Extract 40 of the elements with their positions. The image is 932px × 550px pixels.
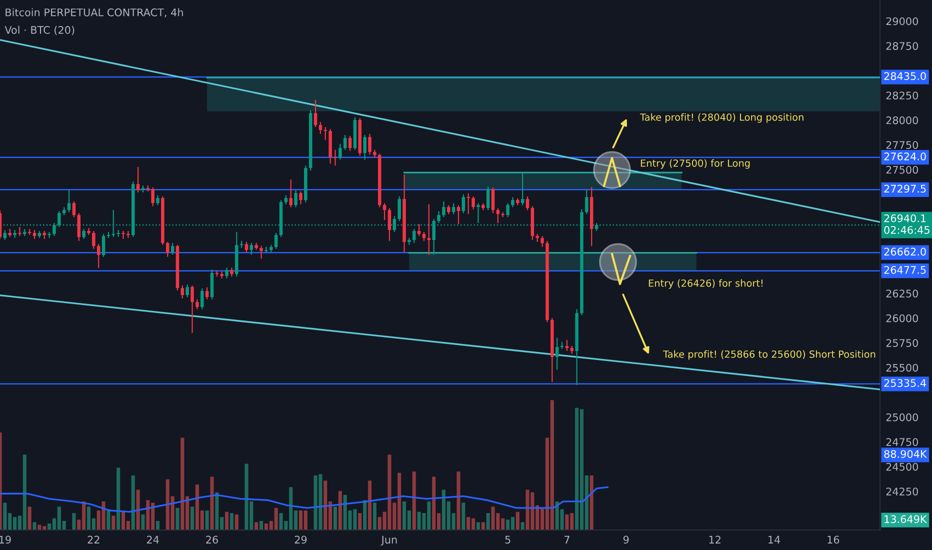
y-tick-label: 25500 (886, 364, 918, 372)
y-tick-label: 26000 (886, 314, 918, 322)
ref-line-label: 26662.0 (884, 248, 926, 256)
y-tick-label: 27500 (886, 166, 918, 174)
x-tick-label: 29 (294, 536, 307, 544)
y-tick-label: 24500 (886, 462, 918, 471)
annotation: Entry (26426) for short! (648, 279, 762, 289)
y-tick-label: 29000 (886, 17, 918, 26)
x-tick-label: 5 (505, 536, 510, 544)
y-tick-label: 24750 (886, 438, 918, 446)
ref-line-label: 26940.1 02:46:45 (884, 214, 930, 234)
y-tick-label: 25000 (886, 413, 918, 422)
y-tick-label: 28000 (886, 116, 918, 124)
x-tick-label: 24 (146, 536, 159, 544)
ref-line-label: 26477.5 (884, 266, 926, 274)
text: 13.649K (884, 515, 928, 524)
annotation: Take profit! (28040) Long position (640, 113, 804, 123)
annotation: Take profit! (25866 to 25600) Short Position (662, 350, 876, 360)
x-tick-label: 26 (206, 536, 218, 544)
y-tick-label: 28250 (886, 92, 918, 100)
ref-line-label: 25335.4 (884, 379, 926, 387)
ref-line-label: 28435.0 (884, 72, 926, 80)
x-tick-label: 22 (88, 536, 100, 544)
x-tick-label: Jun (380, 536, 397, 546)
y-tick-label: 24250 (886, 488, 918, 496)
text: Bitcoin PERPETUAL CONTRACT, 4h (6, 8, 183, 18)
y-tick-label: 25750 (886, 339, 918, 347)
ref-line-label: 27624.0 (884, 152, 926, 160)
y-tick-label: 28750 (886, 42, 918, 50)
x-tick-label: 16 (828, 536, 840, 544)
annotation: Entry (27500) for Long (640, 159, 750, 169)
x-tick-label: 12 (709, 536, 720, 544)
x-tick-label: 9 (623, 536, 629, 544)
text: 88.904K (884, 450, 928, 458)
ref-line-label: 27297.5 (884, 184, 926, 193)
y-tick-label: 27750 (886, 141, 918, 149)
x-tick-label: 7 (564, 536, 570, 544)
x-tick-label: 14 (768, 536, 780, 544)
chart-title: Vol · BTC (20) (4, 26, 74, 36)
y-tick-label: 26250 (886, 290, 918, 298)
